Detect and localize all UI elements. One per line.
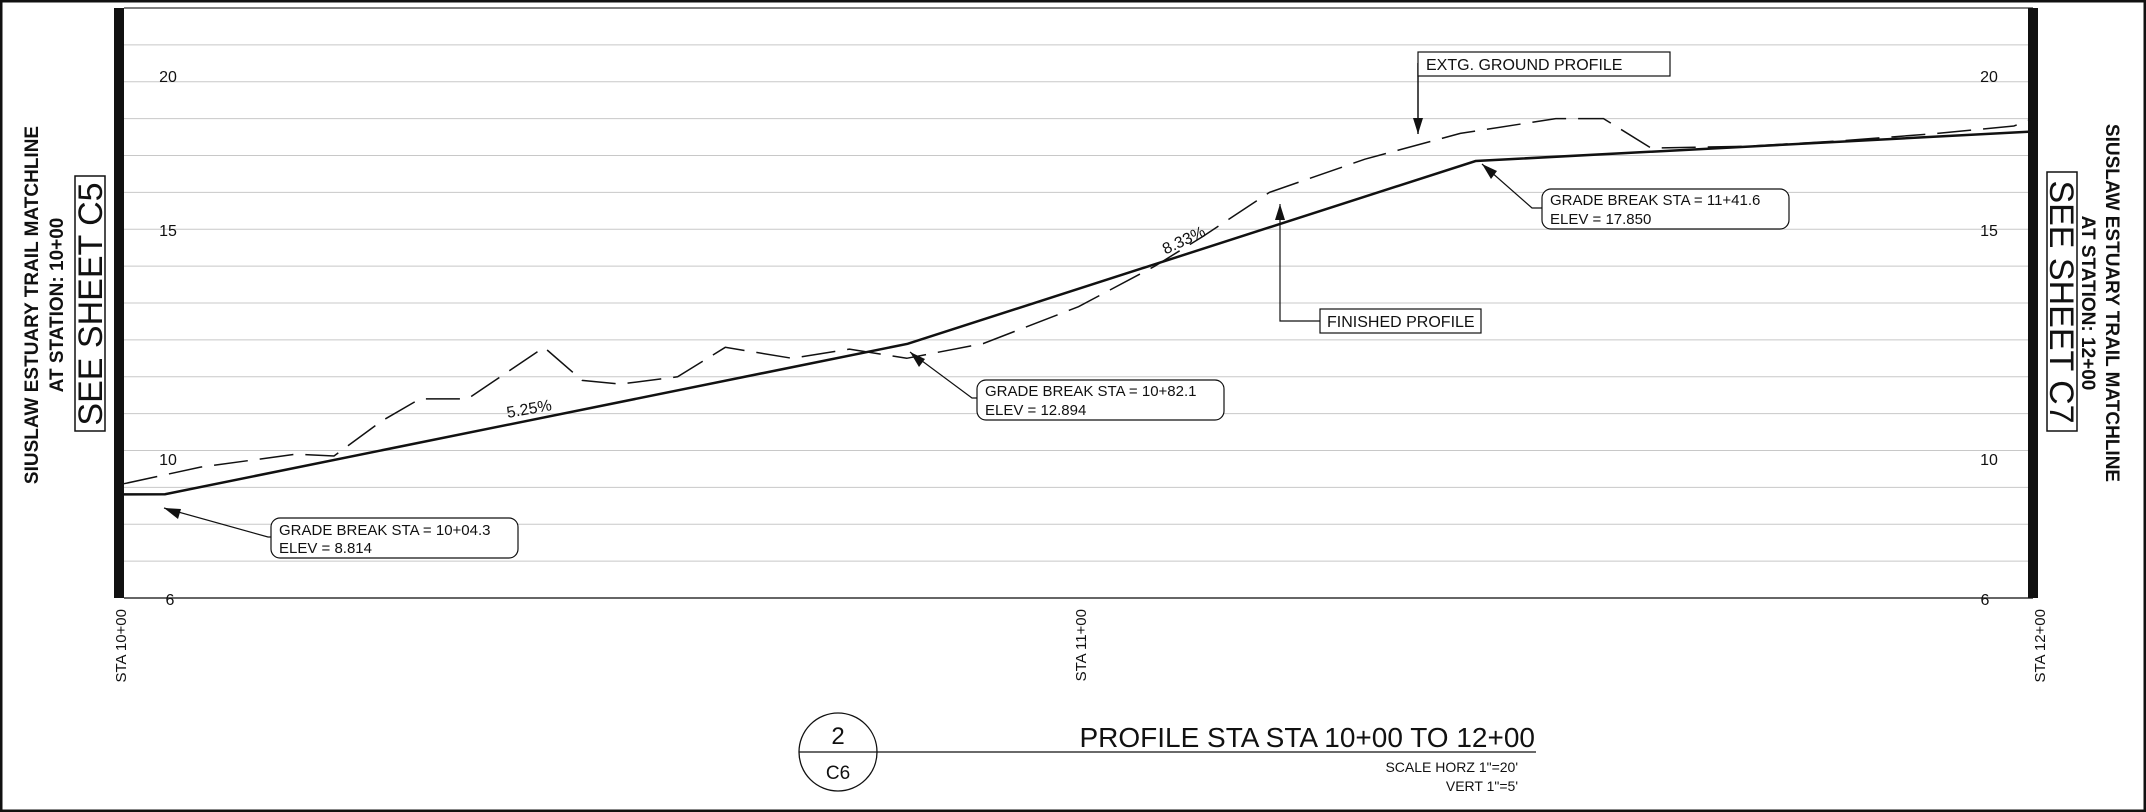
scale-vertical: VERT 1"=5' [1446,778,1518,794]
right-see-sheet[interactable]: SEE SHEET C7 [2042,180,2080,423]
grade-break-1-elev: ELEV = 8.814 [279,540,372,557]
left-matchline-bar [114,8,124,598]
elev-tick-6-left: 6 [166,592,175,609]
left-matchline-station: AT STATION: 10+00 [47,218,68,393]
station-label-12-00: STA 12+00 [2032,609,2049,683]
left-see-sheet[interactable]: SEE SHEET C5 [72,182,110,425]
scale-horizontal: SCALE HORZ 1"=20' [1385,759,1518,775]
elevation-grid [124,7,2033,599]
grade-break-2-sta: GRADE BREAK STA = 10+82.1 [985,383,1197,400]
grade-break-3-box [1541,188,1790,230]
elev-tick-10-left: 10 [159,452,177,469]
grade-break-3-elev: ELEV = 17.850 [1550,211,1651,228]
extg-ground-label-box [1417,51,1671,77]
finished-profile-label-box [1319,308,1482,334]
grade-break-2-box [976,379,1225,421]
finished-profile-leader [1279,204,1320,322]
grade-break-1-leader [163,507,272,538]
right-matchline-station: AT STATION: 12+00 [2077,216,2098,391]
elev-tick-6-right: 6 [1981,592,1990,609]
finished-profile-line [123,130,2034,496]
elev-tick-10-right: 10 [1980,452,1998,469]
grade-break-1-box [270,517,519,559]
left-see-sheet-box [74,175,106,432]
station-label-10-00: STA 10+00 [113,609,130,683]
grade-break-2-arrowhead [910,352,925,367]
grade-break-2-leader [909,351,977,399]
detail-number: 2 [831,723,844,750]
left-matchline-title: SIUSLAW ESTUARY TRAIL MATCHLINE [22,126,43,484]
profile-title: PROFILE STA STA 10+00 TO 12+00 [1079,722,1535,753]
elev-tick-15-right: 15 [1980,223,1998,240]
grade-break-3-leader [1481,163,1542,209]
existing-ground-profile-line [123,117,2034,485]
station-label-11-00: STA 11+00 [1073,609,1090,681]
right-matchline-title: SIUSLAW ESTUARY TRAIL MATCHLINE [2101,124,2122,482]
right-see-sheet-box [2046,171,2078,432]
grade-break-3-sta: GRADE BREAK STA = 11+41.6 [1550,192,1760,209]
elev-tick-15-left: 15 [159,223,177,240]
right-matchline-bar [2028,8,2038,598]
grade-break-3-arrowhead [1482,164,1497,179]
extg-ground-arrowhead [1413,118,1423,134]
finished-profile-label: FINISHED PROFILE [1327,314,1475,331]
elev-tick-20-left: 20 [159,69,177,86]
detail-sheet-ref: C6 [826,763,850,784]
elev-tick-20-right: 20 [1980,69,1998,86]
grade-break-2-elev: ELEV = 12.894 [985,402,1086,419]
grade-break-1-sta: GRADE BREAK STA = 10+04.3 [279,522,491,539]
extg-ground-label: EXTG. GROUND PROFILE [1426,57,1622,74]
finished-profile-arrowhead [1275,204,1285,220]
grade-break-1-arrowhead [164,508,181,519]
